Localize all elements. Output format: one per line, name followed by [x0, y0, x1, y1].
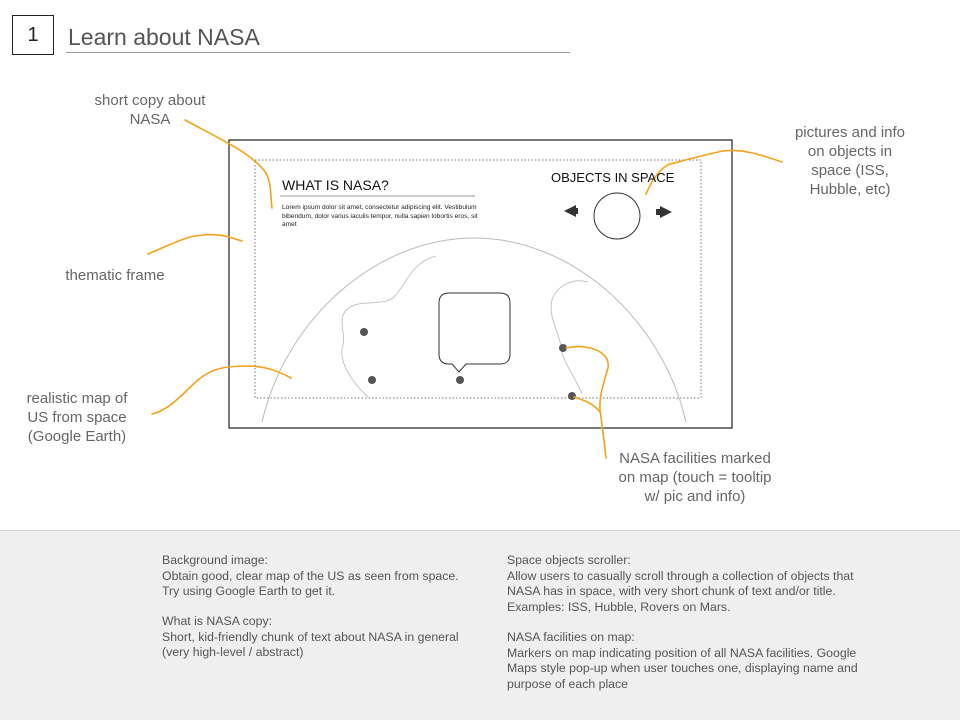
connector-short-copy [184, 119, 273, 209]
facility-marker [559, 344, 567, 352]
step-number-box: 1 [12, 15, 54, 55]
connector-facilities [565, 345, 609, 459]
tooltip-bubble [438, 292, 511, 373]
object-circle [593, 192, 641, 240]
annotation-pictures-info: pictures and info on objects in space (I… [794, 124, 906, 198]
connector-facilities-2 [573, 396, 601, 413]
annotation-thematic-frame: thematic frame [65, 267, 165, 284]
facility-marker [368, 376, 376, 384]
arrow-left-icon [564, 205, 578, 217]
title-underline [66, 52, 570, 53]
what-is-nasa-body: Lorem ipsum dolor sit amet, consectetur … [282, 204, 478, 229]
map-coastline-left [341, 255, 437, 398]
thematic-frame [254, 159, 702, 399]
objects-in-space-title: OBJECTS IN SPACE [551, 170, 675, 185]
connector-frame [147, 233, 243, 255]
arrow-right-icon [656, 206, 672, 218]
what-is-nasa-heading: WHAT IS NASA? [282, 177, 389, 193]
annotation-realistic-map: realistic map of US from space (Google E… [26, 390, 128, 445]
page-title: Learn about NASA [68, 24, 260, 50]
note-what-is-nasa: What is NASA copy: Short, kid-friendly c… [162, 614, 459, 659]
annotation-short-copy: short copy about NASA [94, 92, 206, 128]
facility-marker [568, 392, 576, 400]
annotation-facilities: NASA facilities marked on map (touch = t… [618, 450, 772, 505]
note-space-objects: Space objects scroller: Allow users to c… [507, 553, 854, 614]
connector-map [151, 365, 292, 415]
facility-marker [456, 376, 464, 384]
step-number: 1 [27, 23, 39, 46]
facility-marker [360, 328, 368, 336]
connector-pictures [645, 149, 783, 195]
notes-panel [0, 530, 960, 720]
note-facilities-map: NASA facilities on map: Markers on map i… [507, 630, 858, 691]
globe-outline [261, 237, 687, 423]
note-background-image: Background image: Obtain good, clear map… [162, 553, 459, 598]
screen-frame [228, 139, 733, 429]
map-coastline-right [550, 280, 589, 395]
